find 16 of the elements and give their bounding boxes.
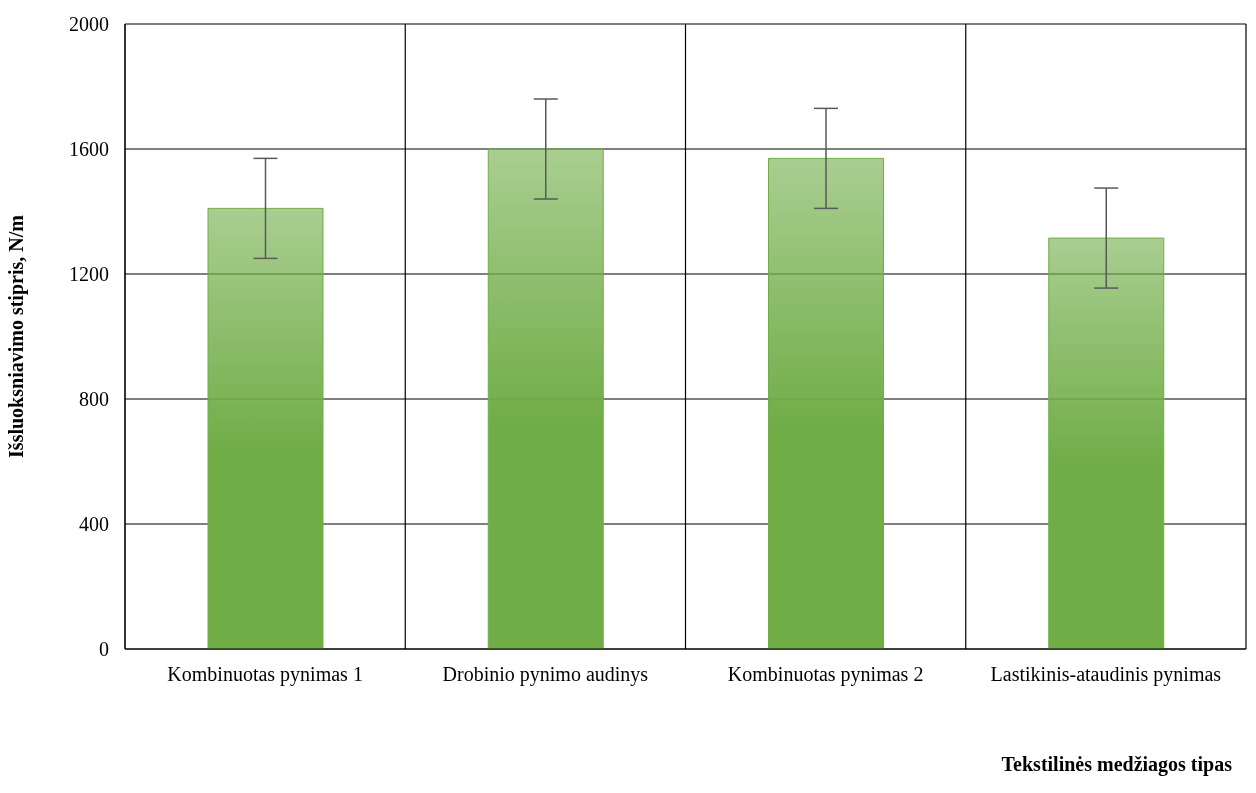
bar [768, 157, 884, 649]
bar [487, 148, 604, 649]
y-tick-label: 400 [79, 513, 109, 536]
y-axis-title: Išsluoksniavimo stipris, N/m [5, 214, 29, 458]
bar [207, 207, 324, 649]
x-tick-label: Lastikinis-ataudinis pynimas [990, 663, 1222, 687]
x-axis-title: Tekstilinės medžiagos tipas [1001, 753, 1233, 776]
x-tick-label: Drobinio pynimo audinys [442, 663, 649, 687]
bar [1048, 237, 1165, 649]
y-tick-label: 800 [79, 388, 109, 411]
y-tick-label: 0 [99, 638, 109, 661]
y-tick-label: 1600 [69, 138, 109, 161]
x-tick-label: Kombinuotas pynimas 2 [727, 663, 924, 687]
y-tick-label: 1200 [69, 263, 109, 286]
y-tick-label: 2000 [69, 13, 109, 36]
x-tick-label: Kombinuotas pynimas 1 [167, 663, 363, 687]
